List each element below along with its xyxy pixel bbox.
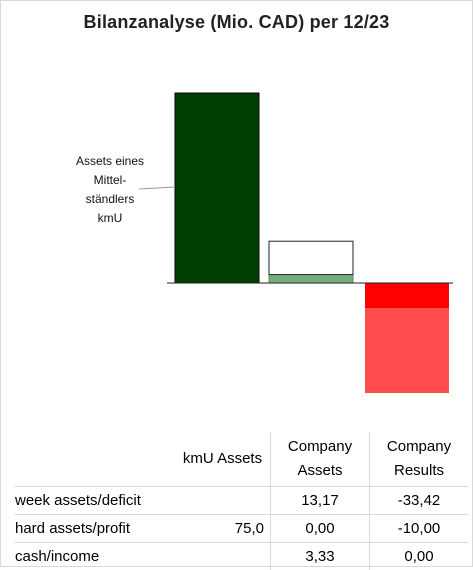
header-empty	[15, 432, 175, 487]
annotation-line-1: Assets eines	[52, 152, 168, 171]
row-label: hard assets/profit	[15, 515, 175, 543]
company-results-value: -10,00	[370, 515, 469, 543]
table-row: hard assets/profit 75,0 0,00 -10,00	[15, 515, 468, 543]
bar-company-assets-cash	[269, 275, 353, 283]
company-results-value: -33,42	[370, 487, 469, 515]
bar-company-assets-week	[269, 241, 353, 274]
bar-kmu-hard-assets	[175, 93, 259, 283]
company-assets-value: 3,33	[271, 543, 370, 570]
company-assets-value: 0,00	[271, 515, 370, 543]
kmu-value	[175, 543, 271, 570]
annotation-line-3: ständlers	[52, 190, 168, 209]
annotation-line-2: Mittel-	[52, 171, 168, 190]
header-kmu-assets: kmU Assets	[175, 432, 271, 487]
kmu-value	[175, 487, 271, 515]
company-assets-value: 13,17	[271, 487, 370, 515]
bar-company-results-profit	[365, 283, 449, 308]
annotation-line-4: kmU	[52, 209, 168, 228]
table-row: cash/income 3,33 0,00	[15, 543, 468, 570]
row-label: week assets/deficit	[15, 487, 175, 515]
kmu-value: 75,0	[175, 515, 271, 543]
annotation-label: Assets eines Mittel- ständlers kmU	[52, 152, 168, 228]
table-row: week assets/deficit 13,17 -33,42	[15, 487, 468, 515]
bar-company-results-deficit	[365, 308, 449, 393]
row-label: cash/income	[15, 543, 175, 570]
company-results-value: 0,00	[370, 543, 469, 570]
